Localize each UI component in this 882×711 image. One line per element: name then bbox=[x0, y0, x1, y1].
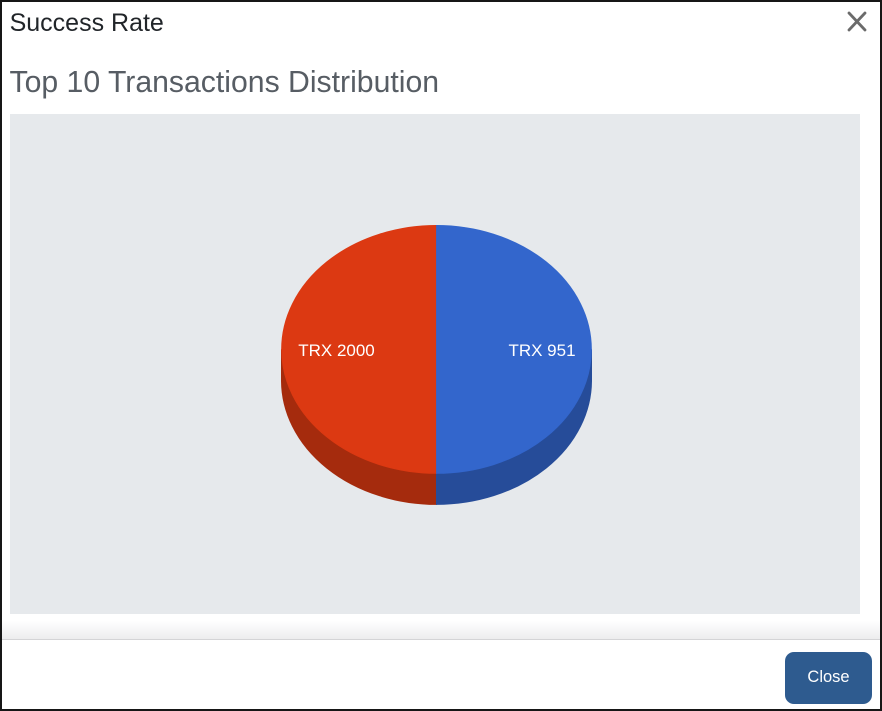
svg-text:TRX 951: TRX 951 bbox=[508, 340, 575, 359]
svg-text:TRX 2000: TRX 2000 bbox=[298, 340, 375, 359]
